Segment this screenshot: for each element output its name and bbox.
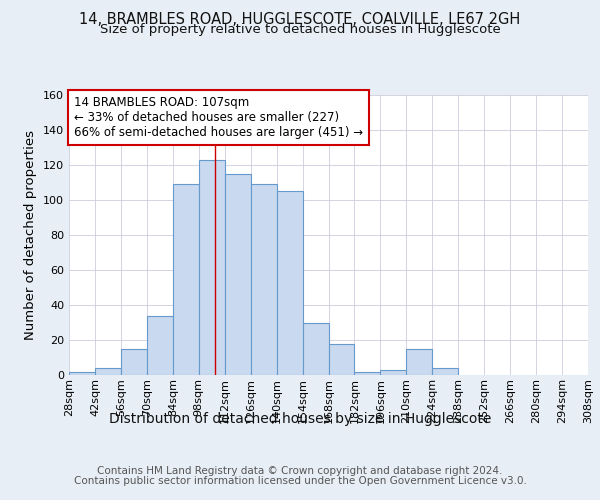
Bar [302,322,329,375]
Bar [224,174,251,375]
Text: Distribution of detached houses by size in Hugglescote: Distribution of detached houses by size … [109,412,491,426]
Bar [199,160,224,375]
Text: 14, BRAMBLES ROAD, HUGGLESCOTE, COALVILLE, LE67 2GH: 14, BRAMBLES ROAD, HUGGLESCOTE, COALVILL… [79,12,521,28]
Bar [121,349,147,375]
Bar [147,316,173,375]
Text: 14 BRAMBLES ROAD: 107sqm
← 33% of detached houses are smaller (227)
66% of semi-: 14 BRAMBLES ROAD: 107sqm ← 33% of detach… [74,96,364,140]
Y-axis label: Number of detached properties: Number of detached properties [25,130,37,340]
Text: Size of property relative to detached houses in Hugglescote: Size of property relative to detached ho… [100,22,500,36]
Bar [173,184,199,375]
Bar [432,368,458,375]
Bar [406,349,432,375]
Bar [355,372,380,375]
Text: Contains public sector information licensed under the Open Government Licence v3: Contains public sector information licen… [74,476,526,486]
Bar [69,372,95,375]
Text: Contains HM Land Registry data © Crown copyright and database right 2024.: Contains HM Land Registry data © Crown c… [97,466,503,476]
Bar [277,191,302,375]
Bar [380,370,406,375]
Bar [95,368,121,375]
Bar [329,344,355,375]
Bar [251,184,277,375]
